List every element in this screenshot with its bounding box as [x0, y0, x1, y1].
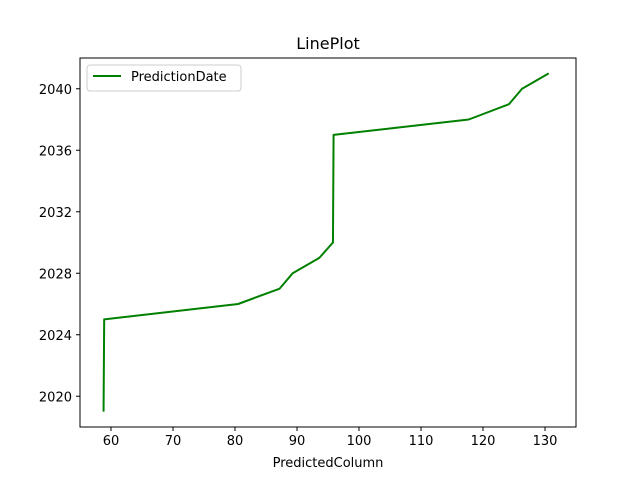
y-tick-label: 2028: [39, 267, 72, 282]
plot-frame: [79, 57, 577, 428]
y-axis-ticks: 2020 2024 2028 2032 2036 2040: [39, 83, 80, 405]
x-tick-label: 60: [103, 434, 120, 449]
legend: PredictionDate: [86, 64, 242, 92]
x-tick-label: 110: [409, 434, 434, 449]
x-tick-label: 130: [533, 434, 558, 449]
legend-label-predictiondate: PredictionDate: [131, 70, 227, 85]
plot-background: [80, 58, 576, 427]
legend-box: [86, 64, 242, 92]
x-axis-ticks: 60 70 80 90 100 110 120 130: [103, 427, 558, 449]
x-tick-label: 90: [289, 434, 306, 449]
y-tick-label: 2020: [39, 390, 72, 405]
x-tick-label: 100: [347, 434, 372, 449]
x-axis-label: PredictedColumn: [273, 456, 384, 471]
chart-title: LinePlot: [296, 34, 360, 53]
series-line-predictiondate: [102, 72, 550, 412]
x-tick-label: 70: [165, 434, 182, 449]
y-tick-label: 2036: [39, 144, 72, 159]
x-tick-label: 80: [227, 434, 244, 449]
y-tick-label: 2024: [39, 329, 72, 344]
y-tick-label: 2032: [39, 206, 72, 221]
x-tick-label: 120: [471, 434, 496, 449]
y-tick-label: 2040: [39, 83, 72, 98]
data-layer: [102, 72, 550, 412]
